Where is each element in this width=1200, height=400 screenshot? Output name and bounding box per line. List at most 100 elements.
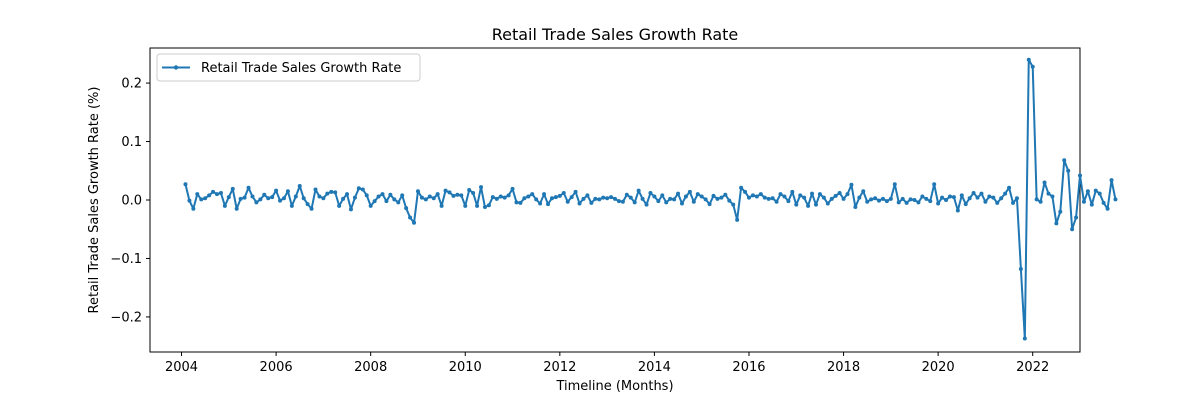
data-point xyxy=(999,196,1004,201)
data-point xyxy=(711,193,716,198)
data-point xyxy=(1050,194,1055,199)
data-point xyxy=(908,197,913,202)
data-point xyxy=(829,196,834,201)
data-point xyxy=(715,196,720,201)
data-point xyxy=(892,182,897,187)
data-point xyxy=(1046,191,1051,196)
legend-marker-swatch xyxy=(173,65,179,70)
data-point xyxy=(778,192,783,197)
data-point xyxy=(1007,185,1012,190)
data-point xyxy=(1003,191,1008,196)
data-point xyxy=(187,198,192,203)
data-point xyxy=(900,196,905,201)
data-point xyxy=(408,215,413,220)
data-point xyxy=(309,206,314,211)
data-point xyxy=(321,196,326,201)
data-point xyxy=(490,195,495,200)
data-point xyxy=(959,193,964,198)
data-point xyxy=(278,198,283,203)
data-point xyxy=(246,185,251,190)
data-point xyxy=(1089,202,1094,207)
data-point xyxy=(821,195,826,200)
data-point xyxy=(471,190,476,195)
data-point xyxy=(967,196,972,201)
data-point xyxy=(463,203,468,208)
data-point xyxy=(1054,221,1059,226)
data-point xyxy=(482,205,487,210)
data-point xyxy=(613,196,617,201)
data-point xyxy=(459,193,464,198)
data-point xyxy=(443,188,448,193)
data-point xyxy=(924,196,929,201)
data-point xyxy=(841,196,846,201)
series-layer xyxy=(183,57,1118,341)
data-point xyxy=(743,189,748,194)
data-point xyxy=(510,186,515,191)
data-point xyxy=(581,196,586,201)
data-point xyxy=(983,199,988,204)
data-point xyxy=(577,201,582,206)
data-point xyxy=(806,203,811,208)
data-point xyxy=(289,203,294,208)
data-point xyxy=(199,197,204,202)
data-point xyxy=(766,196,771,201)
data-point xyxy=(1078,173,1082,178)
data-point xyxy=(597,197,602,202)
data-point xyxy=(703,197,708,202)
data-point xyxy=(810,191,815,196)
data-point xyxy=(916,200,921,205)
data-point xyxy=(884,199,889,204)
data-point xyxy=(770,196,775,201)
data-point xyxy=(1058,209,1063,214)
chart-title: Retail Trade Sales Growth Rate xyxy=(492,25,739,44)
data-point xyxy=(877,198,882,203)
data-point xyxy=(427,194,432,199)
data-point xyxy=(735,217,740,222)
data-point xyxy=(565,199,570,204)
x-tick-label: 2006 xyxy=(260,360,293,375)
data-point xyxy=(1022,336,1027,341)
data-point xyxy=(955,208,960,213)
data-point xyxy=(297,183,302,188)
data-point xyxy=(305,202,310,207)
data-point xyxy=(758,192,763,197)
data-point xyxy=(746,195,751,200)
data-point xyxy=(723,192,728,197)
data-point xyxy=(628,195,633,200)
data-point xyxy=(494,196,499,201)
data-point xyxy=(317,194,322,199)
data-point xyxy=(794,202,799,207)
data-point xyxy=(230,186,235,191)
data-point xyxy=(341,196,346,201)
data-point xyxy=(912,198,917,202)
data-point xyxy=(274,188,279,193)
data-point xyxy=(530,192,535,197)
x-tick-label: 2016 xyxy=(732,360,765,375)
data-point xyxy=(687,189,692,194)
data-point xyxy=(861,189,866,194)
data-point xyxy=(995,200,1000,205)
data-point xyxy=(534,197,539,202)
data-point xyxy=(376,194,381,199)
data-point xyxy=(431,196,436,201)
data-point xyxy=(404,206,409,211)
data-point xyxy=(348,207,353,212)
data-point xyxy=(573,189,578,194)
data-point xyxy=(518,200,523,205)
data-point xyxy=(940,195,945,200)
data-point xyxy=(183,182,188,187)
data-point xyxy=(364,193,369,198)
data-point xyxy=(896,200,901,205)
data-point xyxy=(798,193,803,198)
y-axis-label: Retail Trade Sales Growth Rate (%) xyxy=(87,87,102,314)
data-point xyxy=(1070,227,1075,232)
data-point xyxy=(1038,199,1043,204)
data-point xyxy=(790,189,795,194)
x-tick-label: 2012 xyxy=(543,360,576,375)
data-point xyxy=(557,193,562,198)
data-point xyxy=(455,192,460,197)
data-point xyxy=(211,189,216,194)
data-point xyxy=(419,195,424,200)
data-point xyxy=(944,198,949,202)
data-point xyxy=(679,201,684,206)
